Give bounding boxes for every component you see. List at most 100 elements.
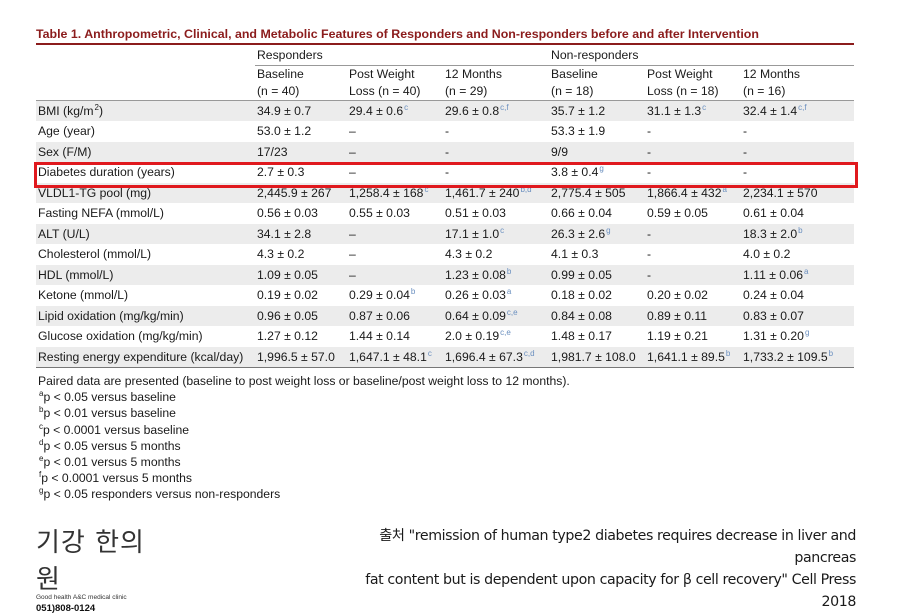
cell-value: 1.31 ± 0.20 [743, 329, 804, 344]
footnote-mark: a [39, 389, 44, 399]
cell-value: 2,445.9 ± 267 [257, 185, 332, 200]
table-cell: 0.84 ± 0.08 [547, 306, 643, 327]
table-row: Ketone (mmol/L) 0.19 ± 0.02 0.29 ± 0.04b 0.… [36, 285, 854, 306]
significance-mark: g [804, 328, 810, 338]
column-header-1: Baseline [257, 67, 304, 81]
row-label: VLDL1-TG pool (mg) [36, 183, 255, 204]
row-label: ALT (U/L) [36, 224, 255, 245]
row-label: BMI (kg/m2) [36, 101, 255, 122]
cell-value: 53.0 ± 1.2 [257, 124, 312, 139]
significance-mark: c [404, 103, 409, 112]
cell-value: - [647, 226, 652, 241]
column-subheader-5: Loss (n = 18) [643, 83, 740, 101]
table-cell: – [347, 224, 443, 245]
significance-mark: g [599, 164, 604, 174]
table-row: Cholesterol (mmol/L) 4.3 ± 0.2 – 4.3 ± 0.2 4… [36, 244, 854, 265]
column-header-5: Post Weight [647, 67, 713, 81]
features-table: Responders Non-responders Baseline Post W… [36, 45, 855, 368]
footnote-item: bp < 0.01 versus baseline [38, 405, 570, 421]
footnote-text: p < 0.05 versus baseline [43, 390, 176, 405]
table-cell: 1.27 ± 0.12 [255, 326, 347, 347]
table-cell: - [739, 121, 854, 142]
table-cell: 17/23 [255, 142, 347, 163]
cell-value: 1,258.4 ± 168 [349, 185, 424, 200]
table-cell: - [443, 162, 547, 183]
footnote-text: p < 0.01 versus baseline [43, 406, 176, 421]
table-cell: 2,234.1 ± 570 [739, 183, 854, 204]
footnote-mark: b [39, 405, 44, 415]
row-label-text: Lipid oxidation (mg/kg/min) [38, 308, 184, 323]
table-cell: 4.3 ± 0.2 [443, 244, 547, 265]
table-cell: 1,733.2 ± 109.5b [739, 346, 855, 368]
row-label-text: Diabetes duration (years) [38, 165, 175, 180]
cell-value: 0.96 ± 0.05 [257, 308, 318, 323]
cell-value: – [349, 226, 356, 241]
footnote-item: gp < 0.05 responders versus non-responde… [38, 486, 570, 502]
row-label-text: Sex (F/M) [38, 144, 92, 159]
table-cell: 0.29 ± 0.04b [347, 285, 443, 306]
table-cell: 1.31 ± 0.20g [739, 326, 854, 347]
column-subheader-2: Loss (n = 40) [347, 83, 443, 101]
cell-value: 0.24 ± 0.04 [743, 288, 804, 303]
cell-value: – [349, 144, 356, 159]
cell-value: 17.1 ± 1.0 [445, 226, 500, 241]
row-label: HDL (mmol/L) [36, 265, 255, 286]
column-header-4: Baseline [551, 67, 598, 81]
table-cell: 0.89 ± 0.11 [643, 306, 739, 327]
table-footnotes: Paired data are presented (baseline to p… [38, 373, 570, 503]
table-cell: 0.87 ± 0.06 [347, 306, 443, 327]
table-cell: 2.0 ± 0.19c,e [443, 326, 547, 347]
significance-mark: c [500, 225, 505, 235]
significance-mark: c,f [500, 103, 509, 112]
cell-value: 1.11 ± 0.06 [743, 267, 804, 282]
cell-value: - [647, 124, 652, 139]
row-label-superscript: 2 [94, 103, 99, 112]
table-cell: – [347, 162, 443, 183]
table-cell: 1,696.4 ± 67.3c,d [443, 346, 548, 368]
table-cell: 1,647.1 ± 48.1c [347, 346, 443, 368]
cell-value: 53.3 ± 1.9 [551, 124, 606, 139]
table-cell: 1,461.7 ± 240b,d [443, 183, 547, 204]
table-cell: 1.48 ± 0.17 [547, 326, 643, 347]
table-row: Glucose oxidation (mg/kg/min) 1.27 ± 0.12… [36, 326, 854, 347]
table-cell: 1.11 ± 0.06a [739, 265, 854, 286]
clinic-logo: 기강 한의원 Good health A&C medical clinic 05… [36, 522, 146, 614]
table-row: Fasting NEFA (mmol/L) 0.56 ± 0.03 0.55 ± 0… [36, 203, 854, 224]
row-label-text: Age (year) [38, 124, 95, 139]
table-cell: 1,258.4 ± 168c [347, 183, 443, 204]
cell-value: 1,461.7 ± 240 [445, 185, 520, 200]
table-row: Lipid oxidation (mg/kg/min) 0.96 ± 0.05 0.… [36, 305, 855, 327]
table-cell: 1.19 ± 0.21 [643, 326, 739, 347]
significance-mark: c,e [500, 328, 511, 338]
row-label: Fasting NEFA (mmol/L) [36, 203, 255, 224]
cell-value: 1,733.2 ± 109.5 [743, 349, 828, 364]
table-cell: – [347, 265, 443, 286]
table-cell: 0.24 ± 0.04 [739, 285, 854, 306]
table-cell: 1,641.1 ± 89.5b [643, 346, 740, 368]
cell-value: 1.48 ± 0.17 [551, 329, 612, 344]
cell-value: 17/23 [257, 144, 288, 159]
table-cell: 0.83 ± 0.07 [739, 306, 854, 327]
clinic-phone: 051)808-0124 [36, 603, 96, 614]
table-cell: 1,996.5 ± 57.0 [255, 346, 347, 368]
cell-value: 29.4 ± 0.6 [349, 104, 404, 118]
cell-value: 0.99 ± 0.05 [551, 267, 612, 282]
table-cell: 0.96 ± 0.05 [255, 306, 347, 327]
row-label: Lipid oxidation (mg/kg/min) [36, 306, 255, 327]
cell-value: 34.1 ± 2.8 [257, 226, 312, 241]
table-cell: 0.56 ± 0.03 [255, 203, 347, 224]
table-cell: - [739, 162, 854, 183]
footnote-item: cp < 0.0001 versus baseline [38, 422, 570, 438]
footnote-text: p < 0.0001 versus baseline [43, 422, 190, 437]
citation-line-2: fat content but is dependent upon capaci… [365, 572, 856, 610]
cell-value: 0.20 ± 0.02 [647, 288, 708, 303]
table-container: Table 1. Anthropometric, Clinical, and M… [36, 26, 855, 368]
table-cell: - [643, 244, 739, 265]
cell-value: 32.4 ± 1.4 [743, 104, 798, 118]
table-cell: 4.3 ± 0.2 [255, 244, 347, 265]
cell-value: 1.19 ± 0.21 [647, 329, 708, 344]
cell-value: 2.7 ± 0.3 [257, 165, 305, 180]
row-label-text: Resting energy expenditure (kcal/day) [38, 349, 244, 364]
cell-value: 0.56 ± 0.03 [257, 206, 318, 221]
cell-value: 0.18 ± 0.02 [551, 288, 612, 303]
